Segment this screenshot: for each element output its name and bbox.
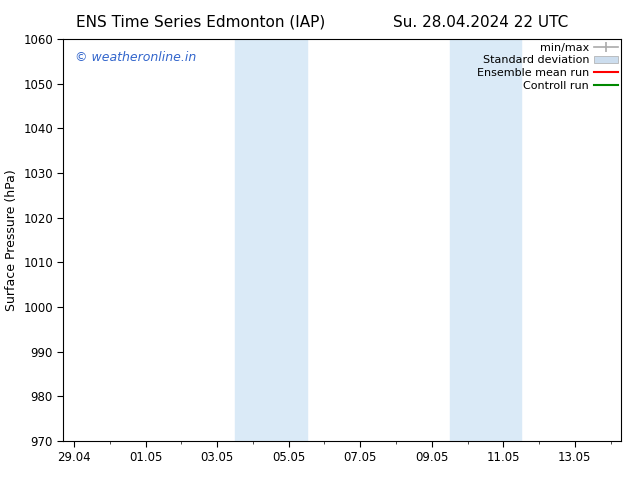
Legend: min/max, Standard deviation, Ensemble mean run, Controll run: min/max, Standard deviation, Ensemble me…: [477, 43, 618, 91]
Bar: [235, 39, 307, 441]
Text: © weatheronline.in: © weatheronline.in: [75, 51, 196, 64]
Y-axis label: Surface Pressure (hPa): Surface Pressure (hPa): [4, 169, 18, 311]
Text: ENS Time Series Edmonton (IAP): ENS Time Series Edmonton (IAP): [76, 15, 325, 30]
Bar: [450, 39, 521, 441]
Text: Su. 28.04.2024 22 UTC: Su. 28.04.2024 22 UTC: [393, 15, 568, 30]
